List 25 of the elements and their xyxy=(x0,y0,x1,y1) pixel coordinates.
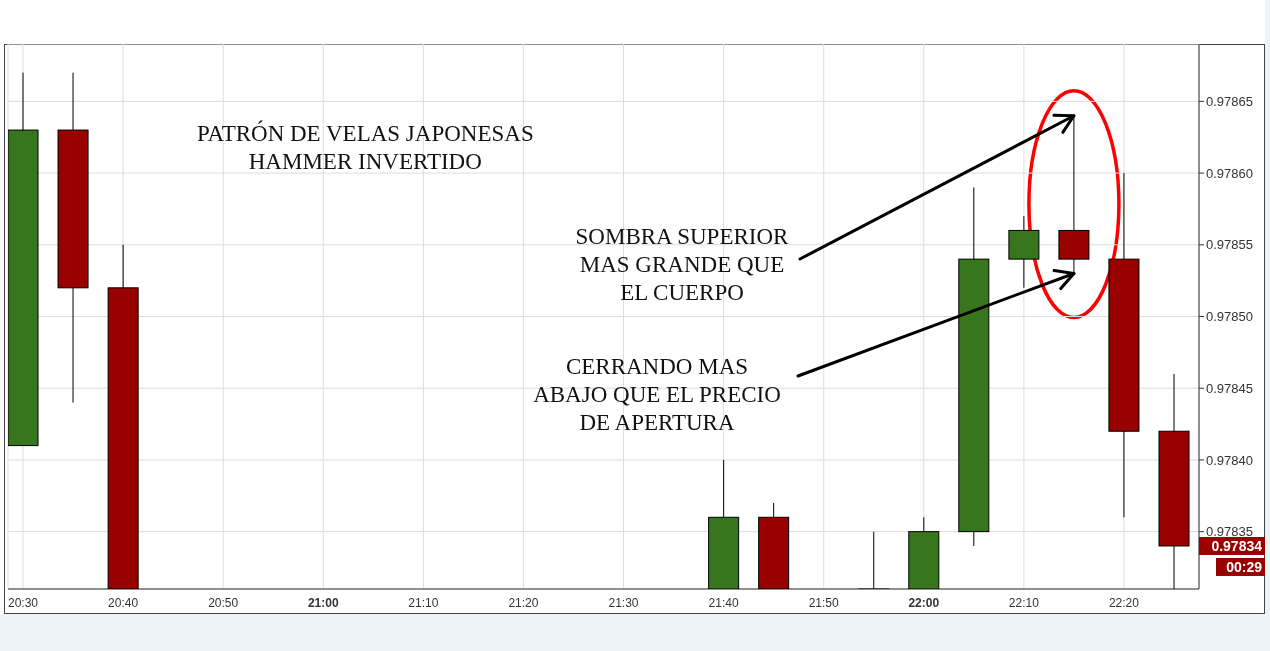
x-tick-label: 20:50 xyxy=(208,596,239,610)
x-tick-label: 20:40 xyxy=(108,596,139,610)
y-tick-label: 0.97835 xyxy=(1206,524,1253,540)
text: PATRÓN DE VELAS JAPONESAS HAMMER INVERTIDO xyxy=(196,120,534,174)
y-tick-label: 0.97865 xyxy=(1206,93,1253,109)
x-tick-label: 21:00 xyxy=(307,596,339,610)
x-tick-label: 21:10 xyxy=(408,596,439,610)
y-tick-label: 0.97845 xyxy=(1206,380,1253,396)
x-tick-label: 22:10 xyxy=(1008,596,1040,610)
y-tick-label: 0.97840 xyxy=(1206,452,1253,468)
annotation: SOMBRA SUPERIOR MAS GRANDE QUE EL CUERPO xyxy=(575,224,790,305)
x-tick-label: 21:50 xyxy=(808,596,840,610)
candlestick xyxy=(858,531,890,589)
x-tick-label: 22:20 xyxy=(1108,596,1140,610)
x-tick-label: 22:00 xyxy=(908,596,940,610)
y-tick-label: 0.97850 xyxy=(1206,309,1253,325)
x-tick-label: 20:30 xyxy=(8,596,39,610)
x-tick-label: 21:40 xyxy=(708,596,739,610)
x-tick-label: 21:20 xyxy=(508,596,539,610)
y-tick-label: 0.97860 xyxy=(1206,165,1253,181)
text: 00:29 xyxy=(1226,558,1263,575)
annotation: CERRANDO MAS ABAJO QUE EL PRECIO DE APERTURA xyxy=(533,354,781,435)
y-tick-label: 0.97855 xyxy=(1206,237,1253,253)
text: 0.97834 xyxy=(1211,537,1263,554)
x-tick-label: 21:30 xyxy=(608,596,639,610)
